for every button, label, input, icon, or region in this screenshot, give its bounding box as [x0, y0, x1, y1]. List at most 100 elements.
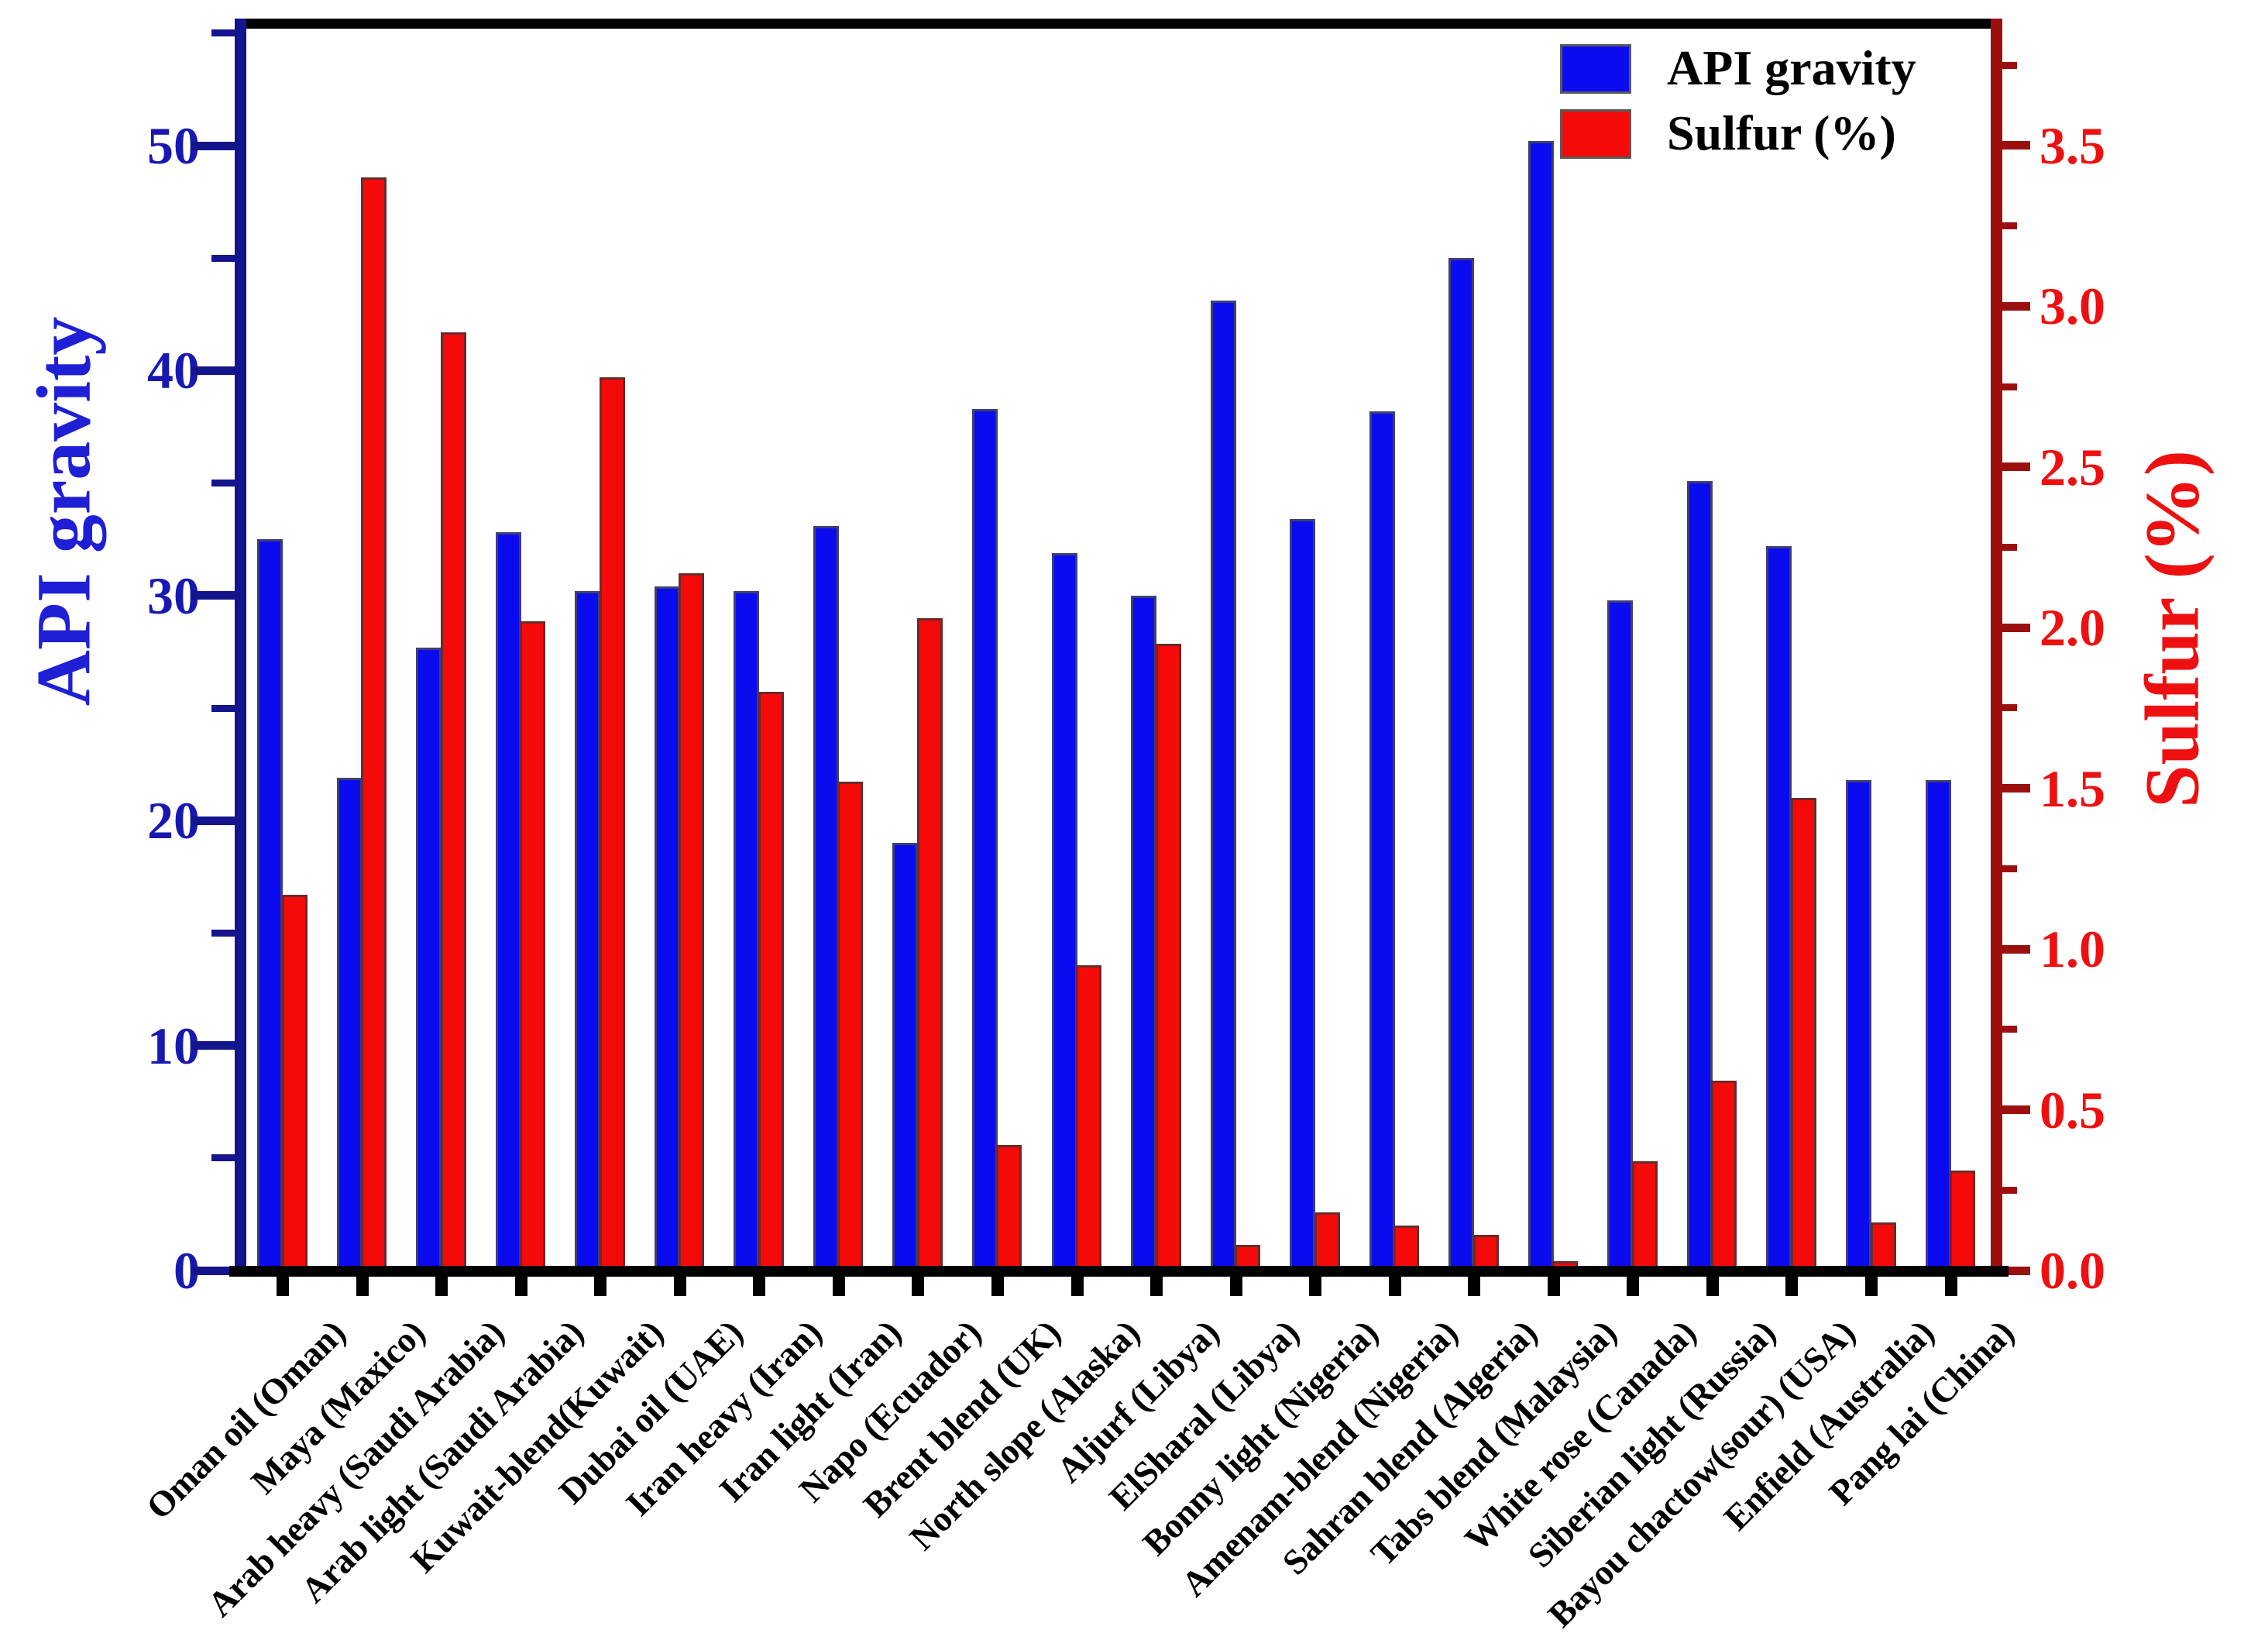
x-axis-tick [1547, 1276, 1560, 1296]
right-axis-tick-label: 3.5 [2039, 115, 2105, 175]
bar-api-gravity [1925, 779, 1951, 1270]
left-axis-minor-tick [211, 29, 235, 37]
bar-api-gravity [892, 843, 919, 1270]
bar-api-gravity [734, 590, 760, 1270]
right-y-axis-line [1991, 19, 2002, 1277]
bar-api-gravity [1527, 141, 1554, 1270]
x-axis-tick [991, 1276, 1004, 1296]
bar-api-gravity [575, 590, 601, 1270]
x-axis-tick [1150, 1276, 1163, 1296]
bar-sulfur [440, 332, 466, 1270]
bar-sulfur [758, 692, 784, 1270]
x-axis-tick [1627, 1276, 1640, 1296]
right-axis-minor-tick [2002, 61, 2017, 69]
bar-api-gravity [1448, 258, 1475, 1270]
right-axis-major-tick [2002, 1105, 2030, 1115]
right-axis-major-tick [2002, 1266, 2030, 1275]
bar-sulfur [679, 572, 705, 1270]
bar-api-gravity [1607, 600, 1634, 1270]
x-axis-tick [1944, 1276, 1957, 1296]
bar-sulfur [599, 376, 625, 1270]
left-axis-major-tick [191, 366, 235, 375]
right-axis-minor-tick [2002, 704, 2017, 712]
x-axis-tick [753, 1276, 766, 1296]
bar-sulfur [996, 1145, 1022, 1270]
left-axis-tick-label: 0 [174, 1241, 200, 1300]
x-axis-tick [435, 1276, 448, 1296]
bar-api-gravity [495, 532, 521, 1270]
right-axis-tick-label: 1.5 [2039, 758, 2105, 818]
bar-sulfur [837, 782, 864, 1270]
bar-api-gravity [1846, 779, 1871, 1270]
left-axis-tick-label: 20 [147, 791, 200, 851]
legend-swatch-api-gravity [1560, 44, 1631, 94]
x-axis-line [229, 1266, 2009, 1277]
legend-swatch-sulfur [1560, 109, 1631, 159]
right-axis-tick-label: 0.5 [2039, 1080, 2105, 1140]
bar-sulfur [1631, 1160, 1658, 1270]
left-axis-tick-label: 40 [147, 341, 200, 401]
x-axis-tick [1388, 1276, 1401, 1296]
left-axis-major-tick [191, 1041, 235, 1050]
bar-sulfur [1314, 1212, 1340, 1270]
x-axis-tick [594, 1276, 607, 1296]
right-axis-major-tick [2002, 141, 2030, 150]
left-axis-major-tick [191, 591, 235, 600]
left-axis-tick-label: 50 [147, 116, 200, 175]
right-axis-major-tick [2002, 944, 2030, 954]
left-axis-tick-label: 10 [147, 1016, 200, 1075]
bar-api-gravity [654, 586, 680, 1270]
right-axis-minor-tick [2002, 1186, 2017, 1194]
plot-top-border [235, 19, 2002, 29]
bar-api-gravity [257, 539, 283, 1270]
right-axis-tick-label: 1.0 [2039, 920, 2105, 979]
bar-api-gravity [1290, 519, 1316, 1270]
bar-sulfur [361, 177, 387, 1270]
bar-api-gravity [336, 778, 363, 1270]
x-axis-tick [832, 1276, 845, 1296]
x-axis-tick [1865, 1276, 1878, 1296]
bar-sulfur [281, 894, 308, 1270]
legend-label-sulfur: Sulfur (%) [1667, 105, 1896, 160]
left-axis-minor-tick [211, 929, 235, 937]
bar-api-gravity [1369, 411, 1395, 1270]
bar-sulfur [1472, 1235, 1499, 1270]
x-axis-tick [1309, 1276, 1322, 1296]
right-axis-major-tick [2002, 623, 2030, 632]
bar-sulfur [520, 621, 546, 1270]
right-axis-major-tick [2002, 301, 2030, 311]
bar-sulfur [1711, 1081, 1737, 1270]
legend-label-api-gravity: API gravity [1667, 40, 1916, 95]
bar-api-gravity [1210, 301, 1236, 1270]
right-axis-tick-label: 2.0 [2039, 598, 2105, 658]
x-axis-tick [1229, 1276, 1242, 1296]
right-axis-minor-tick [2002, 383, 2017, 390]
bar-api-gravity [416, 647, 442, 1270]
right-axis-tick-label: 3.0 [2039, 277, 2105, 336]
bar-sulfur [1790, 798, 1816, 1270]
left-axis-minor-tick [211, 254, 235, 262]
bar-sulfur [1076, 964, 1101, 1270]
bar-api-gravity [1766, 545, 1792, 1270]
x-axis-tick [1468, 1276, 1481, 1296]
bar-api-gravity [1686, 480, 1713, 1270]
right-axis-minor-tick [2002, 865, 2017, 872]
left-y-axis-line [235, 19, 246, 1277]
right-axis-tick-label: 2.5 [2039, 437, 2105, 497]
left-axis-major-tick [191, 1266, 235, 1275]
x-axis-tick [514, 1276, 527, 1296]
right-axis-major-tick [2002, 462, 2030, 472]
x-axis-tick [673, 1276, 686, 1296]
bar-api-gravity [1131, 595, 1157, 1270]
right-axis-minor-tick [2002, 222, 2017, 230]
bar-sulfur [1950, 1171, 1976, 1270]
bar-sulfur [916, 617, 943, 1270]
right-axis-major-tick [2002, 784, 2030, 793]
left-axis-minor-tick [211, 704, 235, 712]
x-axis-tick [1070, 1276, 1084, 1296]
right-axis-tick-label: 0.0 [2039, 1241, 2105, 1300]
x-axis-tick [1706, 1276, 1719, 1296]
x-axis-tick [277, 1276, 289, 1296]
x-axis-tick [912, 1276, 925, 1296]
